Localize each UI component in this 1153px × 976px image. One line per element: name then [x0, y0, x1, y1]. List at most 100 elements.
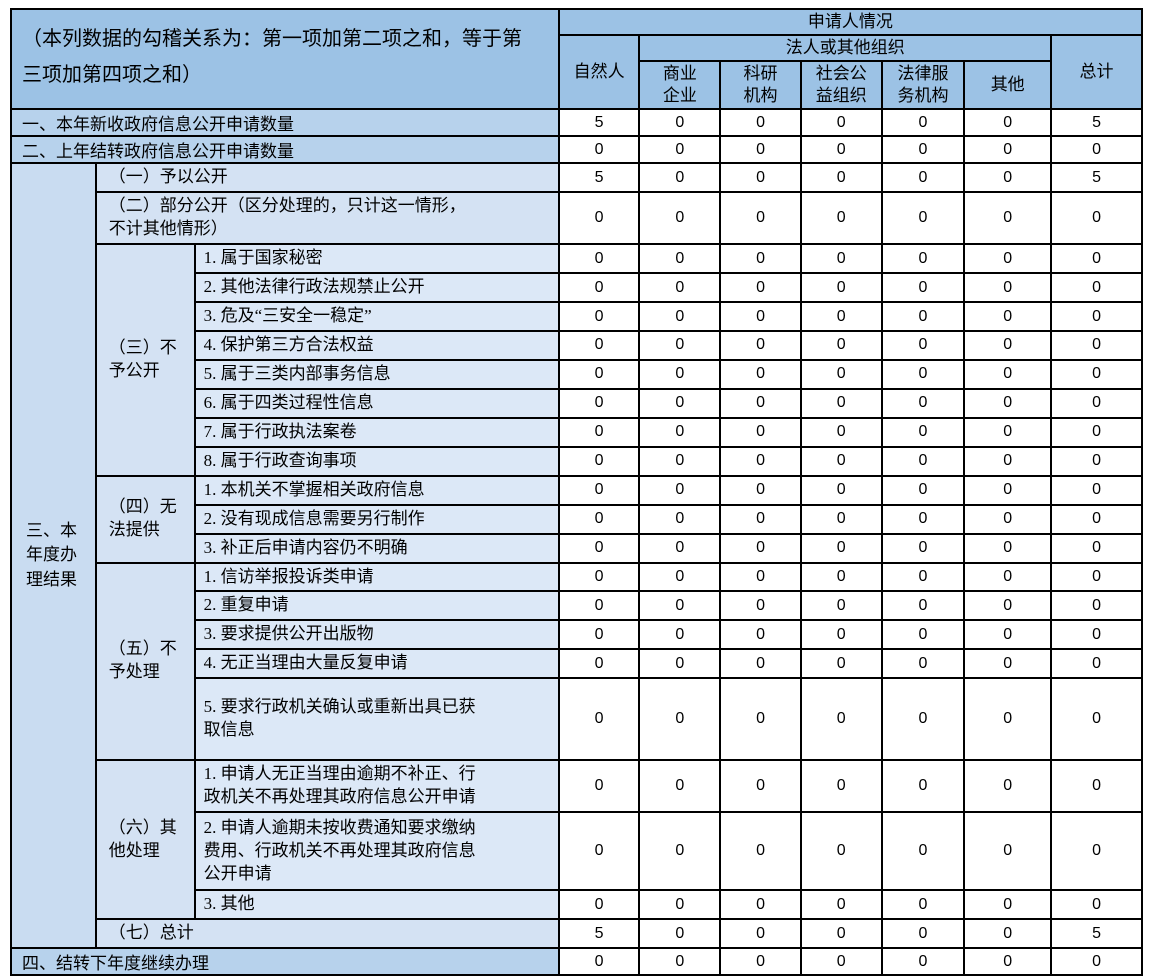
value-cell: 0 — [799, 619, 883, 651]
value-cell: 0 — [963, 243, 1053, 275]
sub6-label: （六）其 他处理 — [94, 759, 196, 921]
value-cell: 5 — [1050, 108, 1143, 138]
value-cell: 0 — [719, 191, 802, 246]
value-cell: 0 — [799, 330, 883, 361]
value-cell: 0 — [1050, 474, 1143, 506]
sub3-label: （三）不 予公开 — [94, 243, 196, 477]
info-disclosure-request-table: （本列数据的勾稽关系为：第一项加第二项之和，等于第 三项加第四项之和） 申请人情… — [10, 7, 1144, 976]
value-cell: 0 — [1050, 387, 1143, 419]
value-cell: 0 — [719, 759, 802, 814]
header-col-legal-service: 法律服 务机构 — [880, 60, 966, 111]
value-cell: 0 — [1050, 590, 1143, 622]
value-cell: 0 — [799, 243, 883, 275]
value-cell: 0 — [799, 811, 883, 892]
row-label: 4. 保护第三方合法权益 — [193, 330, 560, 361]
value-cell: 0 — [1050, 947, 1143, 976]
value-cell: 0 — [963, 759, 1053, 814]
value-cell: 0 — [880, 889, 966, 921]
value-cell: 0 — [719, 648, 802, 680]
value-cell: 0 — [963, 135, 1053, 165]
value-cell: 0 — [1050, 191, 1143, 246]
value-cell: 0 — [799, 918, 883, 949]
header-applicant-status: 申请人情况 — [557, 7, 1144, 37]
value-cell: 5 — [557, 918, 641, 949]
value-cell: 0 — [963, 445, 1053, 477]
value-cell: 0 — [638, 108, 722, 138]
value-cell: 0 — [799, 416, 883, 448]
value-cell: 0 — [557, 358, 641, 390]
header-col-total: 总计 — [1050, 34, 1143, 111]
value-cell: 0 — [638, 759, 722, 814]
value-cell: 0 — [557, 445, 641, 477]
value-cell: 0 — [1050, 677, 1143, 762]
value-cell: 0 — [719, 301, 802, 332]
value-cell: 0 — [719, 272, 802, 304]
value-cell: 0 — [557, 648, 641, 680]
value-cell: 0 — [880, 561, 966, 593]
value-cell: 0 — [799, 648, 883, 680]
value-cell: 0 — [799, 889, 883, 921]
value-cell: 0 — [638, 330, 722, 361]
value-cell: 0 — [799, 358, 883, 390]
value-cell: 0 — [799, 759, 883, 814]
header-col-natural-person: 自然人 — [557, 34, 641, 111]
value-cell: 0 — [1050, 561, 1143, 593]
row-label: 3. 其他 — [193, 889, 560, 921]
value-cell: 0 — [963, 474, 1053, 506]
row-label: 2. 其他法律行政法规禁止公开 — [193, 272, 560, 304]
value-cell: 0 — [719, 561, 802, 593]
value-cell: 0 — [719, 108, 802, 138]
value-cell: 0 — [963, 108, 1053, 138]
value-cell: 0 — [963, 561, 1053, 593]
value-cell: 0 — [1050, 619, 1143, 651]
value-cell: 0 — [799, 191, 883, 246]
value-cell: 0 — [880, 532, 966, 564]
value-cell: 0 — [880, 811, 966, 892]
value-cell: 0 — [1050, 648, 1143, 680]
value-cell: 0 — [638, 416, 722, 448]
row-label: 5. 属于三类内部事务信息 — [193, 358, 560, 390]
value-cell: 0 — [638, 272, 722, 304]
value-cell: 0 — [719, 474, 802, 506]
row-label: 3. 要求提供公开出版物 — [193, 619, 560, 651]
row-s3-sub6-item2: 2. 申请人逾期未按收费通知要求缴纳 费用、行政机关不再处理其政府信息 公开申请… — [11, 811, 1143, 892]
value-cell: 5 — [1050, 162, 1143, 194]
value-cell: 0 — [719, 358, 802, 390]
value-cell: 0 — [963, 387, 1053, 419]
value-cell: 0 — [719, 162, 802, 194]
section3-label: 三、本 年度办 理结果 — [10, 162, 97, 949]
value-cell: 0 — [963, 648, 1053, 680]
value-cell: 0 — [880, 619, 966, 651]
value-cell: 0 — [799, 387, 883, 419]
value-cell: 0 — [880, 358, 966, 390]
value-cell: 0 — [880, 243, 966, 275]
value-cell: 0 — [799, 445, 883, 477]
value-cell: 0 — [719, 243, 802, 275]
value-cell: 0 — [557, 811, 641, 892]
value-cell: 0 — [963, 590, 1053, 622]
value-cell: 0 — [638, 162, 722, 194]
value-cell: 0 — [557, 301, 641, 332]
value-cell: 0 — [638, 301, 722, 332]
value-cell: 0 — [880, 272, 966, 304]
header-col-public-welfare: 社会公 益组织 — [799, 60, 883, 111]
value-cell: 0 — [1050, 759, 1143, 814]
value-cell: 0 — [638, 561, 722, 593]
row-label: 8. 属于行政查询事项 — [193, 445, 560, 477]
row-label: 7. 属于行政执法案卷 — [193, 416, 560, 448]
value-cell: 0 — [799, 474, 883, 506]
row-s3-sub6-item1: （六）其 他处理 1. 申请人无正当理由逾期不补正、行 政机关不再处理其政府信息… — [11, 759, 1143, 921]
value-cell: 0 — [880, 108, 966, 138]
value-cell: 5 — [557, 162, 641, 194]
value-cell: 0 — [963, 947, 1053, 976]
sub4-label: （四）无 法提供 — [94, 474, 196, 564]
row-label: 1. 信访举报投诉类申请 — [193, 561, 560, 593]
value-cell: 0 — [1050, 811, 1143, 892]
